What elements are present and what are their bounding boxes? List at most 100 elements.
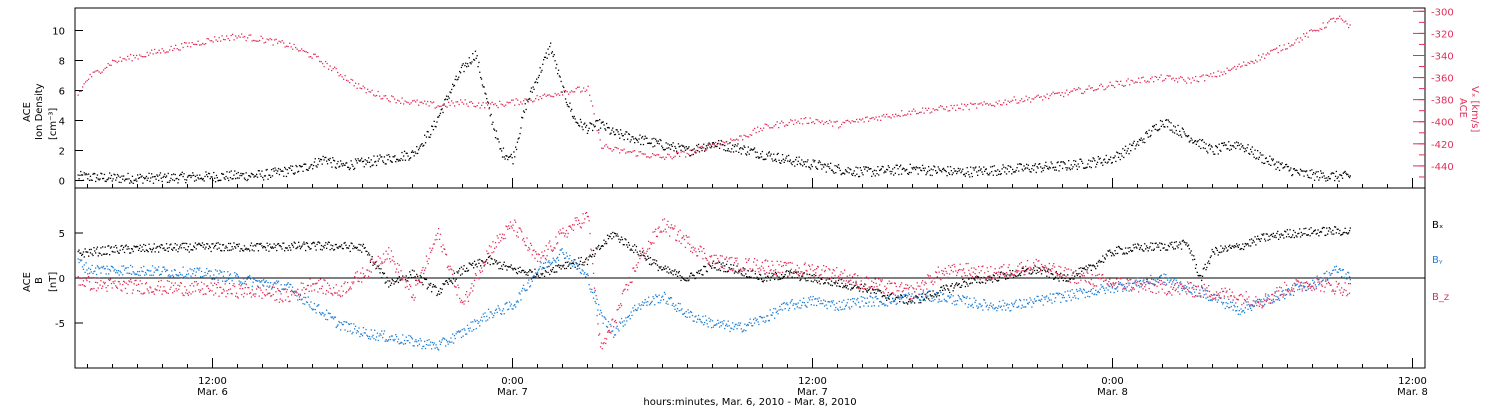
density-point	[1180, 136, 1183, 138]
vx-point	[755, 131, 757, 134]
vx-point	[625, 152, 627, 154]
density-point	[1103, 158, 1106, 160]
by-point	[733, 326, 736, 328]
bx-point	[1098, 259, 1100, 262]
by-point	[81, 266, 84, 268]
by-point	[641, 301, 644, 303]
by-point	[990, 302, 992, 304]
density-point	[921, 164, 924, 166]
bx-point	[873, 292, 875, 294]
density-point	[995, 170, 997, 172]
density-point	[86, 173, 88, 176]
by-point	[892, 298, 894, 300]
by-point	[742, 330, 744, 332]
density-point	[800, 164, 802, 166]
bx-point	[105, 253, 107, 255]
by-point	[1054, 297, 1057, 299]
density-point	[556, 63, 558, 66]
bx-point	[579, 260, 582, 262]
density-point	[494, 137, 497, 139]
by-point	[521, 290, 523, 292]
by-point	[332, 316, 334, 318]
bx-point	[851, 288, 854, 290]
by-point	[845, 304, 847, 306]
bx-point	[470, 263, 472, 266]
vx-point	[1138, 77, 1140, 79]
by-point	[656, 296, 659, 298]
density-point	[793, 160, 795, 163]
vx-point	[581, 90, 583, 92]
by-point	[350, 323, 352, 325]
by-point	[347, 330, 349, 333]
density-point	[1095, 166, 1097, 168]
by-point	[474, 320, 477, 323]
by-point	[909, 298, 911, 300]
by-point	[820, 300, 822, 302]
by-point	[651, 300, 653, 303]
vx-point	[100, 72, 102, 74]
by-point	[207, 272, 209, 275]
bx-point	[561, 264, 563, 267]
bx-point	[1229, 247, 1232, 249]
bx-point	[282, 242, 284, 244]
by-point	[524, 290, 526, 292]
by-point	[600, 312, 603, 314]
density-point	[323, 159, 325, 161]
by-point	[347, 323, 350, 325]
density-point	[361, 161, 364, 163]
bx-point	[160, 244, 162, 246]
bx-point	[311, 243, 313, 245]
bx-point	[482, 261, 484, 263]
bx-point	[898, 296, 900, 299]
by-point	[125, 267, 127, 269]
bx-point	[1041, 269, 1043, 272]
bx-point	[445, 280, 447, 282]
density-point	[1332, 172, 1334, 174]
density-point	[299, 165, 302, 167]
vx-point	[122, 58, 124, 60]
density-point	[184, 178, 186, 181]
by-point	[1085, 291, 1087, 293]
by-point	[803, 302, 805, 304]
bx-point	[1326, 227, 1328, 229]
bx-point	[438, 290, 440, 292]
vx-point	[1321, 28, 1323, 31]
bx-point	[370, 258, 372, 260]
density-point	[165, 175, 168, 177]
bx-point	[517, 267, 519, 269]
density-point	[1119, 158, 1121, 161]
density-point	[144, 177, 147, 179]
bx-point	[747, 270, 749, 272]
bx-point	[622, 244, 624, 246]
density-point	[1128, 153, 1130, 155]
density-point	[669, 144, 671, 146]
bx-point	[216, 248, 218, 250]
density-point	[420, 144, 422, 146]
by-point	[715, 324, 717, 326]
bx-point	[743, 275, 745, 277]
by-point	[299, 293, 302, 296]
vx-point	[323, 65, 325, 68]
by-point	[660, 299, 662, 301]
density-point	[920, 169, 922, 171]
vx-point	[221, 35, 223, 37]
by-point	[963, 296, 965, 298]
density-point	[1293, 168, 1295, 170]
density-point	[640, 143, 642, 146]
vx-point	[1193, 79, 1195, 81]
bx-point	[891, 292, 893, 294]
density-point	[149, 180, 151, 182]
vx-point	[1241, 65, 1243, 67]
bx-point	[704, 266, 707, 268]
bx-point	[340, 246, 342, 248]
density-point	[441, 108, 443, 110]
density-point	[1196, 141, 1198, 143]
density-point	[466, 66, 468, 68]
density-point	[432, 129, 435, 131]
vx-point	[710, 144, 712, 146]
vx-point	[653, 154, 655, 156]
bx-point	[383, 272, 386, 274]
bx-point	[490, 257, 492, 260]
vx-point	[1049, 95, 1051, 97]
